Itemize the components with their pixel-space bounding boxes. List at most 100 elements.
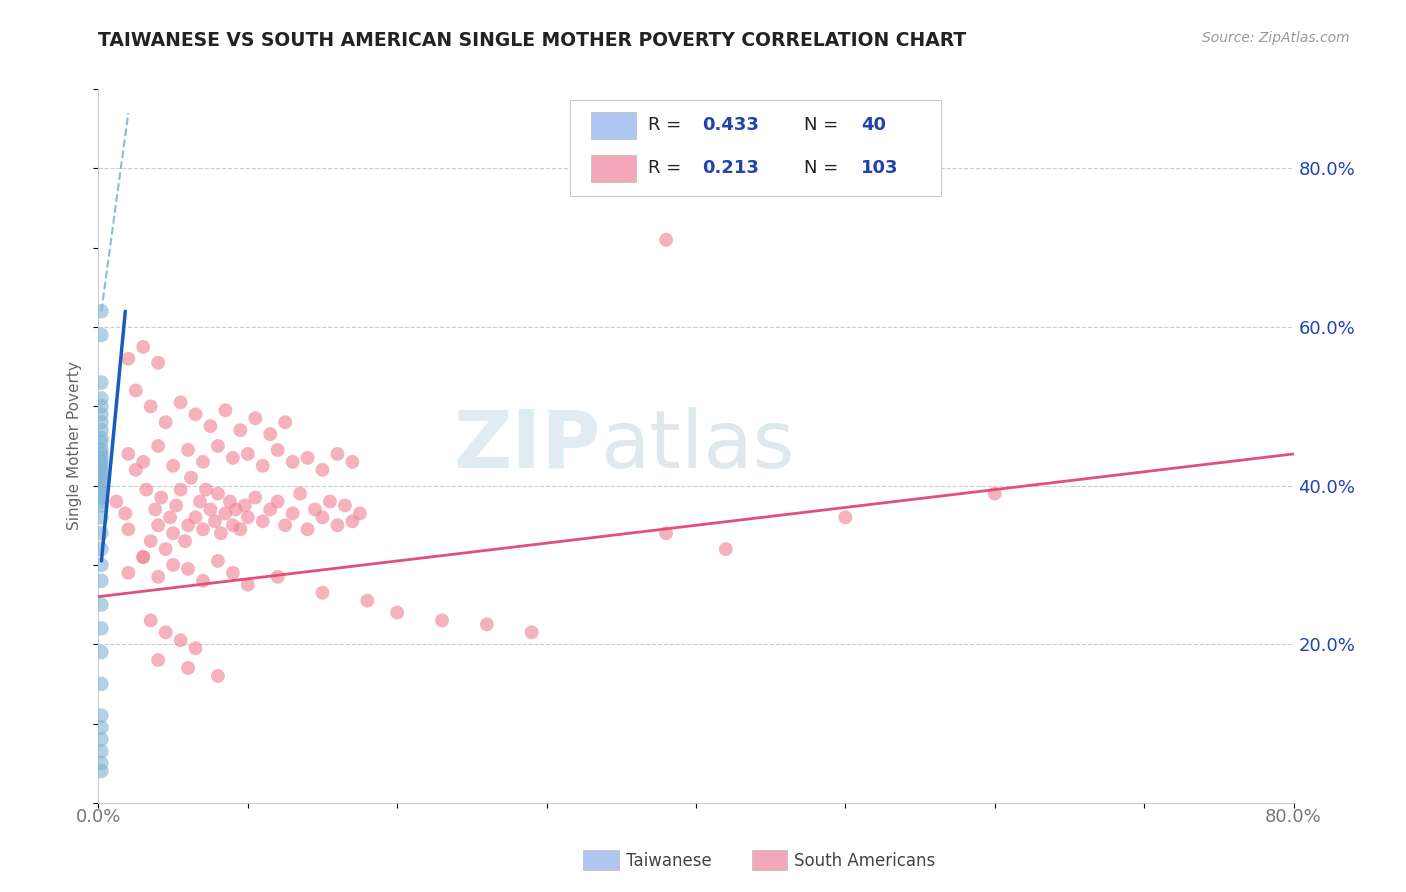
Point xyxy=(90,423,112,437)
Point xyxy=(834,510,856,524)
Point xyxy=(143,502,166,516)
Point xyxy=(174,534,197,549)
Point xyxy=(148,570,170,584)
Point xyxy=(236,578,259,592)
Point xyxy=(148,653,170,667)
Point xyxy=(177,518,200,533)
Point xyxy=(90,407,112,421)
Point xyxy=(207,669,229,683)
Point xyxy=(90,764,112,778)
Point xyxy=(90,455,112,469)
Point xyxy=(204,514,226,528)
Text: atlas: atlas xyxy=(600,407,794,485)
Point xyxy=(169,483,191,497)
Point xyxy=(90,467,112,481)
Point xyxy=(132,455,155,469)
Text: Taiwanese: Taiwanese xyxy=(626,852,711,870)
Point xyxy=(90,494,112,508)
Point xyxy=(655,233,678,247)
Point xyxy=(132,340,155,354)
Text: R =: R = xyxy=(648,116,688,134)
Point xyxy=(139,614,162,628)
Point xyxy=(90,558,112,572)
Point xyxy=(225,502,247,516)
Point xyxy=(288,486,311,500)
FancyBboxPatch shape xyxy=(591,112,637,139)
Point xyxy=(90,450,112,465)
Point xyxy=(356,593,378,607)
Point xyxy=(155,415,177,429)
Point xyxy=(236,510,259,524)
Point xyxy=(90,328,112,343)
Point xyxy=(191,574,214,588)
Text: N =: N = xyxy=(804,116,844,134)
Point xyxy=(90,621,112,635)
Point xyxy=(117,351,139,366)
Point xyxy=(90,431,112,445)
Point xyxy=(311,510,333,524)
Point xyxy=(430,614,453,628)
Point xyxy=(90,458,112,473)
Point xyxy=(252,514,274,528)
Point xyxy=(297,522,319,536)
Point xyxy=(105,494,128,508)
Point xyxy=(267,442,290,457)
Point xyxy=(252,458,274,473)
Text: 103: 103 xyxy=(860,159,898,177)
Point xyxy=(245,491,267,505)
Point xyxy=(385,606,409,620)
FancyBboxPatch shape xyxy=(571,100,941,196)
Point xyxy=(150,491,173,505)
Point xyxy=(90,574,112,588)
Point xyxy=(90,392,112,406)
Point xyxy=(162,458,184,473)
Point xyxy=(90,415,112,429)
Point xyxy=(180,471,202,485)
Point xyxy=(155,625,177,640)
Point xyxy=(90,475,112,489)
Point xyxy=(169,395,191,409)
Point xyxy=(90,744,112,758)
Point xyxy=(117,447,139,461)
Point xyxy=(90,483,112,497)
Point xyxy=(184,510,207,524)
Y-axis label: Single Mother Poverty: Single Mother Poverty xyxy=(67,361,83,531)
Point xyxy=(304,502,326,516)
Point xyxy=(311,585,333,599)
Point xyxy=(222,566,245,580)
Text: Source: ZipAtlas.com: Source: ZipAtlas.com xyxy=(1202,31,1350,45)
Point xyxy=(274,518,297,533)
Point xyxy=(90,471,112,485)
Point xyxy=(165,499,187,513)
Point xyxy=(222,518,245,533)
Point xyxy=(148,356,170,370)
Point xyxy=(90,478,112,492)
Point xyxy=(125,463,148,477)
Point xyxy=(714,542,737,557)
Point xyxy=(90,598,112,612)
Point xyxy=(207,439,229,453)
Point xyxy=(184,641,207,656)
Point xyxy=(259,427,281,442)
Point xyxy=(311,463,333,477)
Point xyxy=(132,549,155,564)
Point xyxy=(267,570,290,584)
Point xyxy=(125,384,148,398)
Point xyxy=(281,507,304,521)
Point xyxy=(177,442,200,457)
Point xyxy=(333,499,356,513)
Point xyxy=(90,463,112,477)
Point xyxy=(90,376,112,390)
Point xyxy=(90,486,112,500)
Point xyxy=(214,403,236,417)
Point xyxy=(274,415,297,429)
Point xyxy=(159,510,181,524)
Point xyxy=(319,494,342,508)
Point xyxy=(162,558,184,572)
Point xyxy=(326,447,349,461)
Point xyxy=(90,526,112,541)
Point xyxy=(90,732,112,747)
Point xyxy=(148,439,170,453)
Point xyxy=(281,455,304,469)
Point xyxy=(139,534,162,549)
